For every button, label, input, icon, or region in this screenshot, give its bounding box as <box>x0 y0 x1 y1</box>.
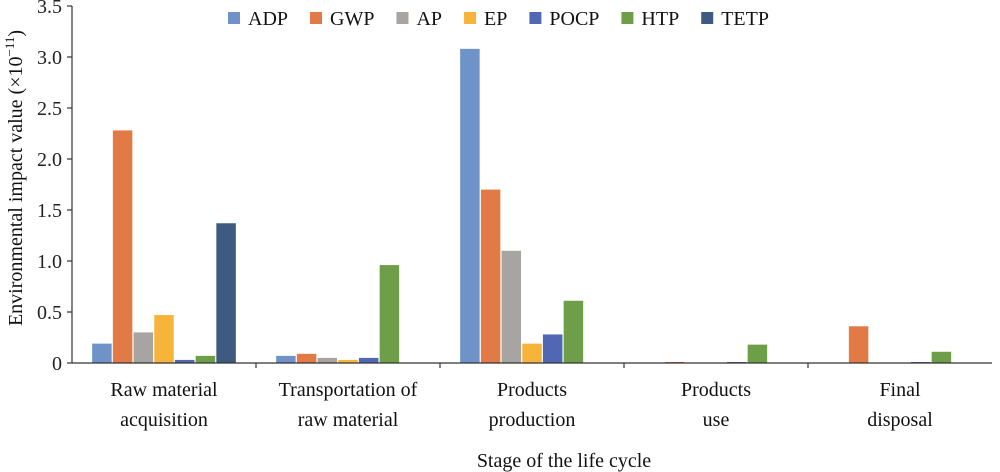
bar-ap <box>317 357 338 363</box>
x-category-label: acquisition <box>120 409 208 431</box>
legend-label: HTP <box>641 8 679 30</box>
x-category-label: disposal <box>867 409 933 431</box>
y-tick-label: 1.5 <box>37 200 62 222</box>
legend-item-tetp: TETP <box>701 8 769 30</box>
legend: ADP GWP AP EP POCP HTP TETP <box>228 8 769 30</box>
x-category-label: Final <box>879 379 921 401</box>
y-axis-title: Environmental impact value (×10−11) <box>2 30 27 326</box>
x-categories: Raw material acquisition Transportation of… <box>110 379 933 431</box>
bar-ep <box>154 315 174 363</box>
bars <box>92 48 952 364</box>
legend-label: GWP <box>330 8 374 30</box>
x-category-label: use <box>703 409 730 431</box>
bar-ep <box>522 343 542 363</box>
legend-swatch <box>228 12 240 24</box>
y-axis-title-exponent: −11 <box>2 37 17 57</box>
x-category-label: Products <box>681 379 751 401</box>
bar-htp <box>563 300 584 363</box>
legend-label: EP <box>484 8 507 30</box>
bar-pocp <box>358 357 379 363</box>
y-tick-label: 2.0 <box>37 149 62 171</box>
bar-adp <box>92 343 112 363</box>
bar-htp <box>379 265 400 363</box>
y-axis-title-close: ) <box>5 30 27 37</box>
bar-htp <box>195 355 216 363</box>
legend-swatch <box>310 12 323 24</box>
bar-gwp <box>296 353 317 363</box>
legend-label: ADP <box>248 8 288 30</box>
legend-item-gwp: GWP <box>310 8 374 30</box>
legend-label: POCP <box>549 8 599 30</box>
bar-adp <box>276 355 296 363</box>
bar-htp <box>931 351 952 363</box>
y-tick-label: 3.5 <box>37 0 62 18</box>
legend-item-ap: AP <box>396 8 442 30</box>
legend-item-pocp: POCP <box>529 8 599 30</box>
x-category-label: raw material <box>298 409 399 431</box>
bar-htp <box>747 344 768 363</box>
x-category-label: production <box>489 409 576 431</box>
legend-label: TETP <box>721 8 769 30</box>
bar-tetp <box>216 223 236 363</box>
x-category-label: Products <box>497 379 567 401</box>
legend-swatch <box>701 12 714 24</box>
legend-label: AP <box>416 8 442 30</box>
bar-gwp <box>112 130 133 363</box>
legend-swatch <box>621 12 634 24</box>
x-axis-title: Stage of the life cycle <box>477 450 651 472</box>
y-tick-label: 2.5 <box>37 98 62 120</box>
bar-ep <box>338 359 358 363</box>
legend-item-ep: EP <box>464 8 507 30</box>
bar-pocp <box>542 334 563 363</box>
y-tick-label: 1.0 <box>37 251 62 273</box>
bar-ap <box>501 250 522 363</box>
y-axis-title-main: Environmental impact value (×10 <box>5 57 27 327</box>
axes <box>71 6 992 368</box>
y-tick-label: 0.5 <box>37 302 62 324</box>
y-tick-label: 3.0 <box>37 47 62 69</box>
y-tick-label: 0 <box>52 353 62 375</box>
legend-item-adp: ADP <box>228 8 288 30</box>
x-category-label: Transportation of <box>279 379 418 401</box>
x-category-label: Raw material <box>110 379 218 401</box>
y-ticks: 0 0.5 1.0 1.5 2.0 2.5 3.0 3.5 <box>37 0 72 375</box>
bar-gwp <box>480 189 501 363</box>
bar-pocp <box>174 359 195 363</box>
legend-swatch <box>529 12 542 24</box>
legend-swatch <box>396 12 409 24</box>
bar-gwp <box>848 326 869 363</box>
bar-ap <box>133 332 154 363</box>
bar-adp <box>460 48 480 364</box>
legend-swatch <box>464 12 477 24</box>
legend-item-htp: HTP <box>621 8 679 30</box>
